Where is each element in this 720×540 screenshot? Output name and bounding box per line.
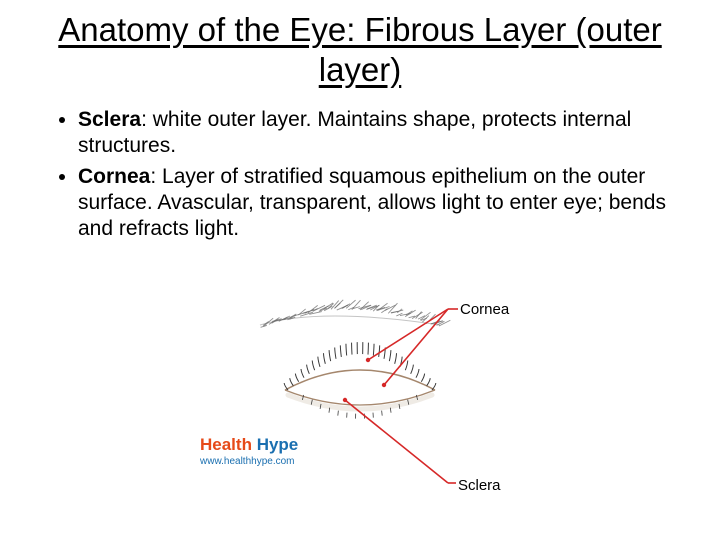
slide-title: Anatomy of the Eye: Fibrous Layer (outer…	[30, 10, 690, 89]
term-cornea: Cornea	[78, 165, 150, 188]
brand-part2: Hype	[252, 435, 298, 454]
term-sclera: Sclera	[78, 108, 141, 131]
label-sclera: Sclera	[458, 477, 501, 494]
desc-cornea: : Layer of stratified squamous epitheliu…	[78, 165, 666, 241]
brand-url: www.healthhype.com	[200, 456, 298, 467]
brand-name: Health Hype	[200, 435, 298, 455]
eye-diagram: Cornea Sclera Health Hype www.healthhype…	[200, 295, 530, 505]
slide: Anatomy of the Eye: Fibrous Layer (outer…	[0, 0, 720, 540]
brand-logo: Health Hype www.healthhype.com	[200, 435, 298, 467]
list-item: Sclera: white outer layer. Maintains sha…	[78, 107, 670, 160]
list-item: Cornea: Layer of stratified squamous epi…	[78, 164, 670, 243]
eye-svg	[200, 295, 530, 505]
bullet-list: Sclera: white outer layer. Maintains sha…	[58, 107, 690, 242]
brand-part1: Health	[200, 435, 252, 454]
desc-sclera: : white outer layer. Maintains shape, pr…	[78, 108, 631, 157]
label-cornea: Cornea	[460, 301, 509, 318]
